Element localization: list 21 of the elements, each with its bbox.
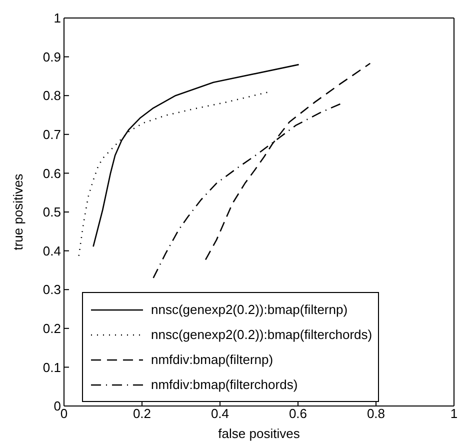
y-tick-label: 0.6 xyxy=(42,166,61,181)
legend-label: nmfdiv:bmap(filterchords) xyxy=(151,377,298,392)
y-tick-label: 0.4 xyxy=(42,243,61,258)
x-tick-label: 0.4 xyxy=(210,406,230,422)
x-tick-label: 0.6 xyxy=(288,406,308,422)
y-axis-title: true positives xyxy=(10,173,26,250)
x-tick-label: 1 xyxy=(450,406,458,422)
x-tick-label: 0.2 xyxy=(132,406,152,422)
y-tick-label: 0.1 xyxy=(42,360,61,375)
legend-label: nnsc(genexp2(0.2)):bmap(filterchords) xyxy=(151,327,372,342)
x-axis-title: false positives xyxy=(218,426,300,441)
y-tick-label: 0.9 xyxy=(42,49,61,64)
y-tick-label: 0.3 xyxy=(42,282,61,298)
legend-label: nmfdiv:bmap(filternp) xyxy=(151,352,274,367)
y-tick-label: 0.7 xyxy=(42,127,61,142)
y-tick-label: 1 xyxy=(54,10,61,26)
x-tick-label: 0.8 xyxy=(366,406,386,422)
y-tick-label: 0.8 xyxy=(42,88,61,104)
y-tick-label: 0.5 xyxy=(42,204,61,220)
y-tick-label: 0.2 xyxy=(42,321,61,336)
legend-label: nnsc(genexp2(0.2)):bmap(filternp) xyxy=(151,302,348,317)
